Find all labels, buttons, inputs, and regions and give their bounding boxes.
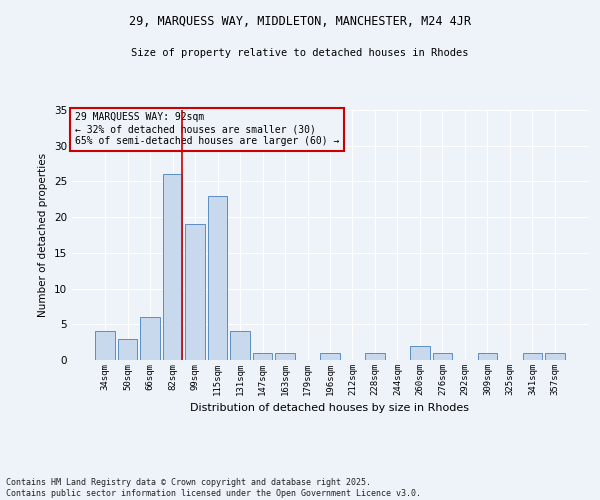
Bar [320, 353, 340, 360]
Bar [140, 317, 160, 360]
Bar [163, 174, 182, 360]
Bar [410, 346, 430, 360]
Y-axis label: Number of detached properties: Number of detached properties [38, 153, 49, 317]
Bar [433, 353, 452, 360]
Bar [253, 353, 272, 360]
Bar [478, 353, 497, 360]
X-axis label: Distribution of detached houses by size in Rhodes: Distribution of detached houses by size … [191, 404, 470, 413]
Text: Size of property relative to detached houses in Rhodes: Size of property relative to detached ho… [131, 48, 469, 58]
Bar [545, 353, 565, 360]
Bar [230, 332, 250, 360]
Bar [95, 332, 115, 360]
Bar [118, 338, 137, 360]
Bar [523, 353, 542, 360]
Bar [208, 196, 227, 360]
Bar [185, 224, 205, 360]
Text: 29 MARQUESS WAY: 92sqm
← 32% of detached houses are smaller (30)
65% of semi-det: 29 MARQUESS WAY: 92sqm ← 32% of detached… [74, 112, 339, 146]
Bar [365, 353, 385, 360]
Text: Contains HM Land Registry data © Crown copyright and database right 2025.
Contai: Contains HM Land Registry data © Crown c… [6, 478, 421, 498]
Bar [275, 353, 295, 360]
Text: 29, MARQUESS WAY, MIDDLETON, MANCHESTER, M24 4JR: 29, MARQUESS WAY, MIDDLETON, MANCHESTER,… [129, 15, 471, 28]
